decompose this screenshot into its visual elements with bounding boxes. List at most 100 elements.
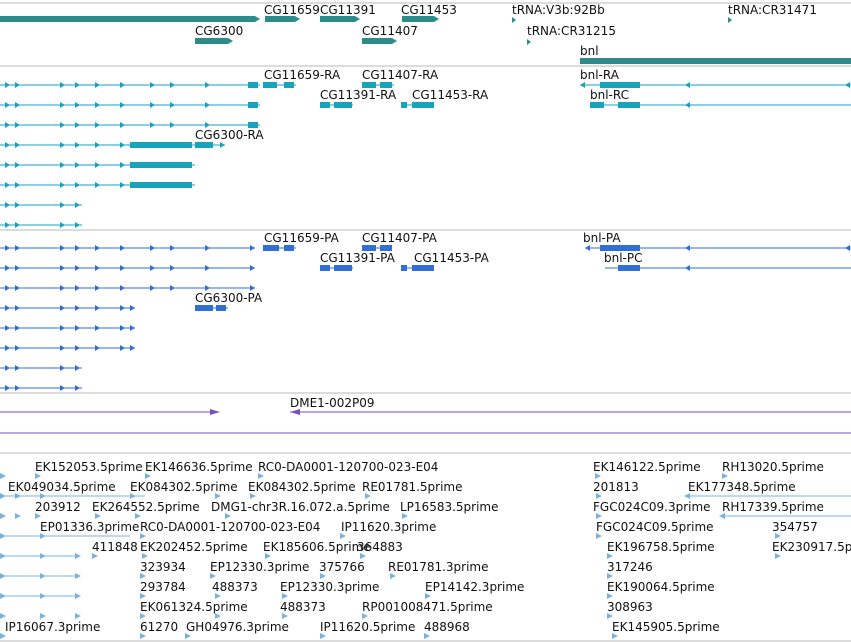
exon [362,82,376,88]
est-label[interactable]: RE01781.3prime [388,560,489,574]
est-label[interactable]: 293784 [140,580,186,594]
est-label[interactable]: EK264552.5prime [92,500,200,514]
est-marker [140,633,146,639]
transcript-label[interactable]: CG11407-RA [362,68,439,82]
est-label[interactable]: 308963 [607,600,653,614]
gene-label[interactable]: tRNA:V3b:92Bb [512,3,605,17]
gene-label[interactable]: bnl [580,44,599,58]
gene-bar [195,38,228,44]
est-label[interactable]: FGC024C09.5prime [596,520,714,534]
transcript-label[interactable]: bnl-RA [580,68,619,82]
est-label[interactable]: IP11620.3prime [341,520,437,534]
transcript-label[interactable]: CG6300-RA [195,128,264,142]
protein-label[interactable]: CG11407-PA [362,231,437,245]
transcript-label[interactable]: bnl-RC [590,88,630,102]
est-label[interactable]: EK146122.5prime [593,460,701,474]
clone-track[interactable] [0,409,851,415]
gene-bar [362,38,392,44]
transcript-label[interactable]: CG11453-RA [412,88,489,102]
gene-label[interactable]: CG6300 [195,24,244,38]
est-marker [142,553,148,559]
protein-label[interactable]: CG11453-PA [414,251,489,265]
est-marker [140,533,146,539]
est-marker [595,473,601,479]
est-label[interactable]: FGC024C09.3prime [593,500,711,514]
est-label[interactable]: 375766 [319,560,365,574]
gene-label[interactable]: CG11391 [320,3,376,17]
gene-bar [320,16,355,22]
protein-label[interactable]: CG11659-PA [264,231,339,245]
est-label[interactable]: RE01781.5prime [362,480,463,494]
est-label[interactable]: RC0-DA0001-120700-023-E04 [258,460,439,474]
gene-track[interactable] [0,16,851,64]
est-marker [75,613,81,619]
est-label[interactable]: 364883 [357,540,403,554]
est-label[interactable]: EK084302.5prime [130,480,238,494]
est-label[interactable]: EK185606.5prime [263,540,371,554]
est-marker [424,633,430,639]
est-label[interactable]: EK146636.5prime [145,460,253,474]
est-label[interactable]: 488968 [424,620,470,634]
est-label[interactable]: 203912 [35,500,81,514]
gene-label[interactable]: CG11659 [264,3,320,17]
est-label[interactable]: RH13020.5prime [722,460,824,474]
est-label[interactable]: EP14142.3prime [425,580,525,594]
est-label[interactable]: IP11620.5prime [320,620,416,634]
exon [334,102,352,108]
protein-label[interactable]: bnl-PA [583,231,621,245]
est-marker [684,493,690,499]
gene-label[interactable]: tRNA:CR31471 [728,3,817,17]
est-label[interactable]: EK230917.5p [772,540,851,554]
est-label[interactable]: EK202452.5prime [140,540,248,554]
est-marker [607,613,613,619]
protein-label[interactable]: CG6300-PA [195,291,263,305]
exon [362,245,376,251]
transcript-label[interactable]: CG11391-RA [320,88,397,102]
est-label[interactable]: RH17339.5prime [722,500,824,514]
est-label[interactable]: 488373 [212,580,258,594]
est-label[interactable]: IP16067.3prime [5,620,101,634]
protein-track[interactable] [0,245,851,391]
est-label[interactable]: EP12330.3prime [210,560,310,574]
protein-label[interactable]: bnl-PC [604,251,643,265]
est-label[interactable]: 354757 [772,520,818,534]
est-marker [0,633,6,639]
est-label[interactable]: RC0-DA0001-120700-023-E04 [140,520,321,534]
gene-label[interactable]: CG11407 [362,24,418,38]
est-marker [258,473,264,479]
exon [284,82,294,88]
est-label[interactable]: 201813 [593,480,639,494]
gene-label[interactable]: CG11453 [401,3,457,17]
est-label[interactable]: EP01336.3prime [40,520,140,534]
est-label[interactable]: 488373 [280,600,326,614]
est-label[interactable]: EK177348.5prime [688,480,796,494]
exon [130,182,192,188]
est-label[interactable]: EK061324.5prime [140,600,248,614]
exon [380,245,392,251]
exon [380,82,392,88]
est-track[interactable] [0,473,851,639]
est-label[interactable]: RP001008471.5prime [362,600,493,614]
est-label[interactable]: 61270 [140,620,179,634]
transcript-track[interactable] [0,82,851,228]
est-label[interactable]: EK196758.5prime [607,540,715,554]
protein-label[interactable]: CG11391-PA [320,251,395,265]
est-label[interactable]: LP16583.5prime [400,500,499,514]
clone-label[interactable]: DME1-002P09 [290,396,375,410]
est-label[interactable]: EP12330.3prime [280,580,380,594]
est-label[interactable]: EK049034.5prime [8,480,116,494]
est-label[interactable]: EK145905.5prime [612,620,720,634]
est-label[interactable]: DMG1-chr3R.16.072.a.5prime [211,500,390,514]
est-label[interactable]: EK084302.5prime [248,480,356,494]
est-label[interactable]: GH04976.3prime [186,620,289,634]
transcript-label[interactable]: CG11659-RA [264,68,341,82]
est-label[interactable]: 323934 [140,560,186,574]
est-label[interactable]: EK152053.5prime [35,460,143,474]
est-marker [596,513,602,519]
est-label[interactable]: 317246 [607,560,653,574]
exon [195,142,213,148]
est-label[interactable]: EK190064.5prime [607,580,715,594]
est-label[interactable]: 411848 [92,540,138,554]
gene-label[interactable]: tRNA:CR31215 [527,24,616,38]
